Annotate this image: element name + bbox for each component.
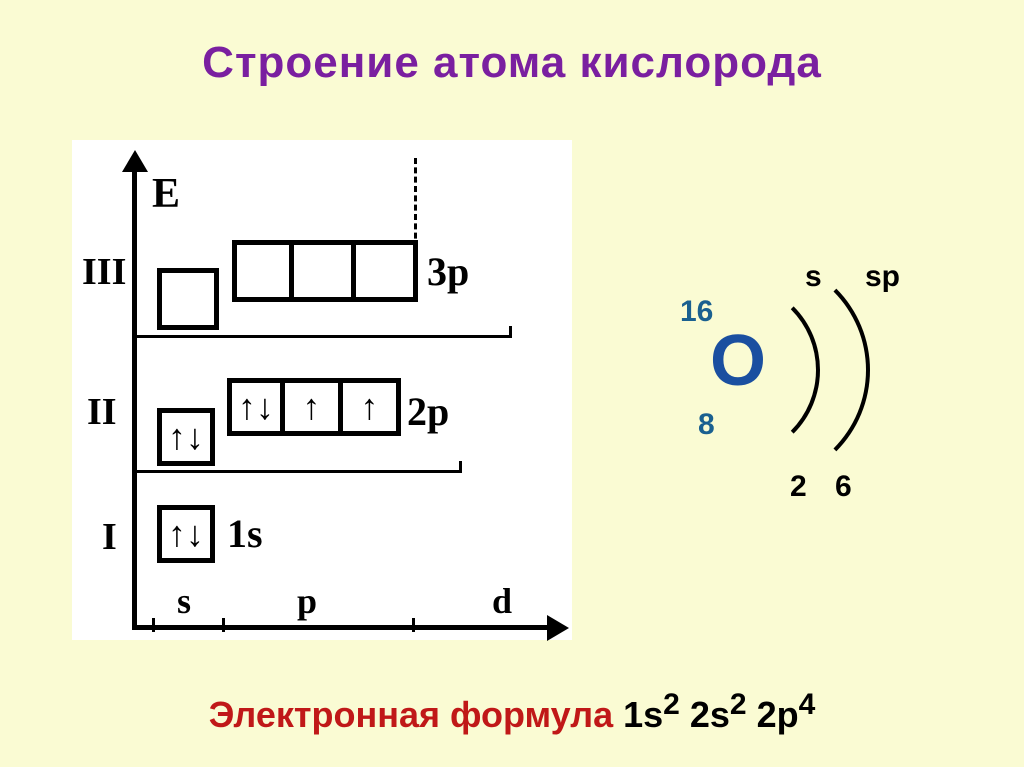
title-text: Строение атома кислорода <box>202 38 822 87</box>
atom-shell-diagram: s sp 16 O 8 2 6 <box>650 260 970 580</box>
level-roman-2: II <box>87 390 117 434</box>
orbital-box <box>232 240 294 302</box>
level-roman-3: III <box>82 250 126 294</box>
orbital-box <box>157 268 219 330</box>
formula-terms: 1s2 2s2 2p4 <box>623 694 815 735</box>
orbital-label-2p: 2p <box>407 388 449 435</box>
shell-count-2: 6 <box>835 470 852 504</box>
x-tick <box>152 618 155 632</box>
page-title: Строение атома кислорода <box>0 0 1024 88</box>
electron-arrows: ↑↓ <box>168 513 204 555</box>
orb-3s <box>157 268 219 330</box>
electron-arrows: ↑ <box>361 386 379 428</box>
orb-2s: ↑↓ <box>157 408 215 466</box>
y-axis-label: E <box>152 170 180 218</box>
electron-arrows: ↑↓ <box>238 386 274 428</box>
x-tick <box>222 618 225 632</box>
orbital-box: ↑↓ <box>227 378 285 436</box>
level-line-2 <box>132 470 462 473</box>
orbital-box: ↑ <box>343 378 401 436</box>
orb-3p <box>232 240 418 302</box>
orb-1s: ↑↓ <box>157 505 215 563</box>
orbital-label-1s: 1s <box>227 510 263 557</box>
electron-formula: Электронная формула 1s2 2s2 2p4 <box>0 688 1024 736</box>
electron-arrows: ↑↓ <box>168 416 204 458</box>
x-label-p: p <box>297 580 317 622</box>
x-label-d: d <box>492 580 512 622</box>
x-axis-arrow <box>547 615 569 641</box>
electron-arrows: ↑ <box>303 386 321 428</box>
orbital-box <box>294 240 356 302</box>
orb-2p: ↑↓ ↑ ↑ <box>227 378 401 436</box>
level-line-3 <box>132 335 512 338</box>
x-tick <box>412 618 415 632</box>
level-tick-2 <box>459 461 462 471</box>
level-roman-1: I <box>102 515 117 559</box>
dashed-line <box>414 158 417 248</box>
shell-arc-2 <box>640 255 870 485</box>
orbital-label-3p: 3p <box>427 248 469 295</box>
orbital-box: ↑↓ <box>157 505 215 563</box>
shell-count-1: 2 <box>790 470 807 504</box>
shell-label-2: sp <box>865 260 900 294</box>
formula-prefix: Электронная формула <box>209 694 623 735</box>
energy-diagram: E III 3p II ↑↓ ↑↓ ↑ ↑ 2p I ↑↓ 1s s p d <box>72 140 572 640</box>
y-axis <box>132 160 137 630</box>
orbital-box <box>356 240 418 302</box>
orbital-box: ↑↓ <box>157 408 215 466</box>
x-axis <box>132 625 552 630</box>
orbital-box: ↑ <box>285 378 343 436</box>
x-label-s: s <box>177 580 191 622</box>
y-axis-arrow <box>122 150 148 172</box>
level-tick-3 <box>509 326 512 336</box>
